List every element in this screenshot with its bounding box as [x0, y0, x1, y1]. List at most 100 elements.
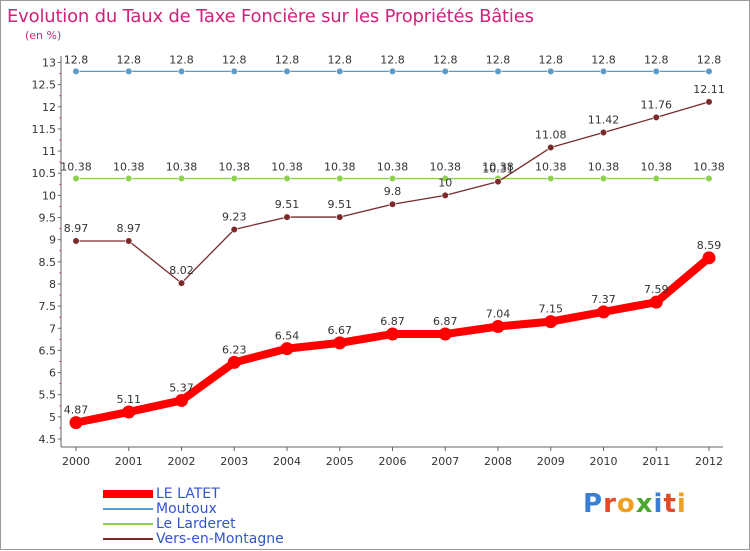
- x-tick-label: 2004: [273, 455, 301, 468]
- data-label-le-larderet: 10.38: [693, 161, 725, 174]
- data-label-le-latet: 7.59: [644, 283, 669, 296]
- data-point-le-latet: [175, 393, 188, 407]
- data-point-vers-en-montagne: [652, 113, 660, 122]
- y-tick-label: 13: [42, 57, 56, 70]
- data-point-moutoux: [705, 67, 713, 75]
- data-label-vers-en-montagne: 9.51: [328, 198, 353, 211]
- legend-swatch-le-larderet: [103, 523, 153, 525]
- legend-item-vers-en-montagne: Vers-en-Montagne: [103, 531, 343, 547]
- data-label-le-larderet: 10.38: [430, 161, 462, 174]
- data-point-vers-en-montagne: [230, 225, 238, 234]
- legend-swatch-vers-en-montagne: [103, 538, 153, 540]
- data-point-le-latet: [649, 295, 663, 309]
- legend-swatch-le-latet: [103, 490, 153, 498]
- data-label-le-latet: 6.87: [433, 315, 458, 328]
- data-point-le-latet: [122, 405, 136, 419]
- legend-item-moutoux: Moutoux: [103, 501, 343, 517]
- data-point-le-larderet: [283, 174, 291, 183]
- x-tick-label: 2001: [115, 455, 143, 468]
- data-point-le-larderet: [547, 174, 555, 183]
- x-tick-label: 2003: [220, 455, 248, 468]
- data-label-moutoux: 12.8: [169, 53, 194, 66]
- axes: 4.555.566.577.588.599.51010.51111.51212.…: [32, 56, 723, 468]
- series-lines: [69, 67, 716, 430]
- y-tick-label: 6: [49, 367, 56, 380]
- legend: LE LATET Moutoux Le Larderet Vers-en-Mon…: [103, 486, 343, 547]
- data-label-le-larderet: 10.38: [641, 161, 673, 174]
- logo-letter: t: [663, 489, 677, 519]
- data-label-vers-en-montagne: 9.51: [275, 198, 300, 211]
- data-label-le-latet: 6.54: [275, 330, 300, 343]
- data-label-moutoux: 12.8: [222, 53, 247, 66]
- data-label-moutoux: 12.8: [486, 53, 511, 66]
- data-point-vers-en-montagne: [441, 191, 449, 199]
- data-point-moutoux: [125, 67, 133, 75]
- data-label-moutoux: 12.8: [328, 53, 353, 66]
- y-tick-label: 11: [42, 145, 56, 158]
- data-point-le-latet: [227, 355, 241, 369]
- data-point-moutoux: [599, 67, 608, 75]
- y-tick-label: 8.5: [39, 256, 57, 269]
- data-point-vers-en-montagne: [388, 200, 397, 208]
- data-label-le-larderet: 10.38: [113, 161, 145, 174]
- data-point-vers-en-montagne: [705, 98, 713, 106]
- data-label-vers-en-montagne: 8.97: [117, 222, 142, 235]
- y-tick-label: 10: [42, 189, 56, 202]
- data-point-moutoux: [72, 67, 80, 75]
- data-label-le-larderet: 10.38: [482, 161, 514, 174]
- data-label-le-latet: 6.23: [222, 343, 247, 356]
- data-label-le-larderet: 10.38: [324, 161, 356, 174]
- logo-letter: i: [676, 489, 687, 519]
- data-point-le-larderet: [125, 174, 133, 183]
- data-point-le-larderet: [72, 174, 80, 183]
- data-label-vers-en-montagne: 10.31: [482, 163, 514, 176]
- legend-item-le-latet: LE LATET: [103, 486, 343, 502]
- legend-label-vers-en-montagne: Vers-en-Montagne: [156, 531, 284, 547]
- data-label-le-larderet: 10.38: [271, 161, 303, 174]
- data-label-vers-en-montagne: 9.8: [384, 185, 402, 198]
- data-label-le-latet: 8.59: [697, 239, 722, 252]
- y-tick-label: 9: [49, 234, 56, 247]
- data-label-le-larderet: 10.38: [535, 161, 567, 174]
- logo-letter: i: [653, 489, 664, 519]
- data-point-le-larderet: [652, 174, 660, 183]
- x-tick-label: 2009: [537, 455, 565, 468]
- legend-label-le-latet: LE LATET: [156, 486, 220, 502]
- x-tick-label: 2012: [695, 455, 723, 468]
- data-label-vers-en-montagne: 10: [438, 176, 452, 189]
- logo-letter: r: [603, 489, 617, 519]
- y-tick-label: 12: [42, 101, 56, 114]
- y-tick-label: 5.5: [39, 389, 57, 402]
- y-tick-label: 4.5: [39, 433, 57, 446]
- data-label-le-larderet: 10.38: [60, 161, 92, 174]
- x-tick-label: 2002: [168, 455, 196, 468]
- legend-label-le-larderet: Le Larderet: [156, 516, 236, 532]
- x-tick-label: 2007: [431, 455, 459, 468]
- data-label-moutoux: 12.8: [433, 53, 458, 66]
- data-label-le-larderet: 10.38: [377, 161, 409, 174]
- logo-letter: P: [583, 489, 604, 519]
- data-labels: 12.8 12.8 12.8 12.8 12.8 12.8 12.8 12.8 12.8 12.8…: [60, 53, 725, 416]
- data-point-le-larderet: [336, 174, 344, 183]
- data-point-vers-en-montagne: [283, 213, 291, 221]
- y-tick-label: 11.5: [32, 123, 57, 136]
- data-label-le-latet: 5.37: [169, 381, 194, 394]
- proxiti-logo: Proxiti: [583, 489, 687, 519]
- x-tick-label: 2008: [484, 455, 512, 468]
- data-point-vers-en-montagne: [547, 143, 555, 152]
- data-label-vers-en-montagne: 8.97: [64, 222, 89, 235]
- data-point-vers-en-montagne: [72, 237, 80, 245]
- data-label-le-larderet: 10.38: [588, 161, 620, 174]
- data-point-vers-en-montagne: [125, 237, 133, 245]
- data-label-moutoux: 12.8: [117, 53, 142, 66]
- y-tick-label: 6.5: [39, 344, 57, 357]
- data-label-moutoux: 12.8: [697, 53, 722, 66]
- chart-title: Evolution du Taux de Taxe Foncière sur l…: [7, 6, 534, 27]
- y-tick-label: 5: [49, 411, 56, 424]
- data-point-vers-en-montagne: [599, 128, 608, 137]
- y-tick-label: 8: [49, 278, 56, 291]
- y-tick-label: 7.5: [39, 300, 57, 313]
- data-label-vers-en-montagne: 12.11: [693, 83, 725, 96]
- data-point-le-larderet: [599, 174, 608, 183]
